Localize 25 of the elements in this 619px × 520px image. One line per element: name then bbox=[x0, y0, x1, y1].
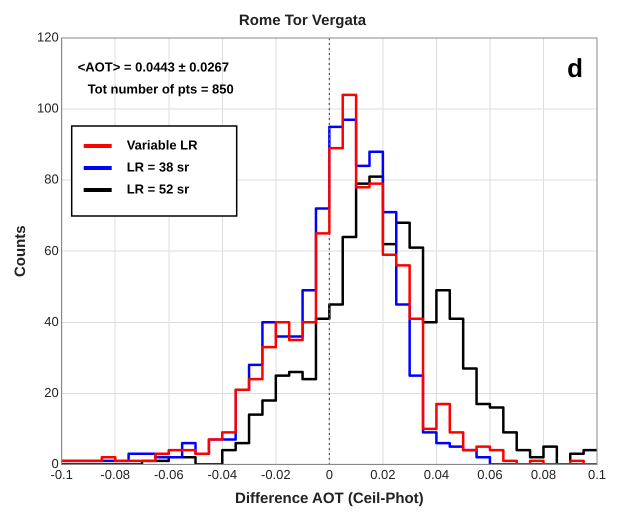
x-tick-label: 0.04 bbox=[424, 466, 450, 482]
annotation: <AOT> = 0.0443 ± 0.0267 bbox=[78, 60, 230, 75]
y-tick-label: 60 bbox=[44, 242, 59, 258]
x-tick-label: -0.04 bbox=[207, 466, 238, 482]
x-axis-title: Difference AOT (Ceil-Phot) bbox=[235, 490, 424, 508]
x-tick-label: 0.02 bbox=[370, 466, 396, 482]
x-tick-label: -0.02 bbox=[260, 466, 291, 482]
x-tick-label: 0.1 bbox=[588, 466, 606, 482]
legend-label: Variable LR bbox=[126, 138, 198, 153]
y-tick-label: 20 bbox=[44, 384, 59, 400]
x-tick-label: 0.08 bbox=[530, 466, 556, 482]
annotation: Tot number of pts = 850 bbox=[88, 82, 234, 97]
legend-label: LR = 38 sr bbox=[126, 160, 190, 175]
x-tick-label: -0.06 bbox=[154, 466, 184, 482]
y-tick-label: 80 bbox=[44, 172, 59, 187]
x-tick-label: -0.08 bbox=[100, 466, 130, 482]
x-tick-label: 0 bbox=[326, 466, 333, 482]
y-tick-label: 40 bbox=[44, 314, 59, 329]
x-tick-label: 0.06 bbox=[477, 466, 503, 482]
annotation: d bbox=[567, 53, 583, 84]
y-axis-title: Counts bbox=[12, 225, 30, 278]
y-tick-label: 120 bbox=[36, 30, 59, 45]
y-tick-label: 100 bbox=[36, 100, 59, 116]
legend-label: LR = 52 sr bbox=[126, 182, 190, 197]
chart-title: Rome Tor Vergata bbox=[238, 12, 367, 30]
